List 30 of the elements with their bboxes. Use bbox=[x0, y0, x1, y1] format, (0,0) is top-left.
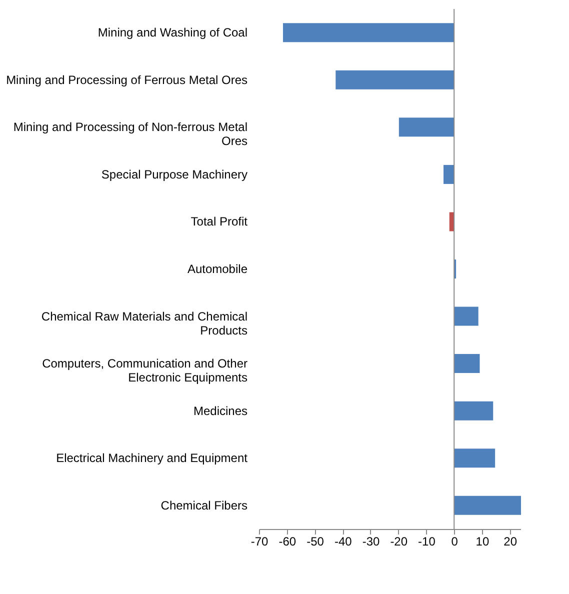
x-tick-label: 0 bbox=[451, 534, 458, 548]
bar bbox=[454, 354, 480, 374]
bar bbox=[444, 164, 454, 184]
bar bbox=[336, 70, 454, 90]
y-tick-label: Electrical Machinery and Equipment bbox=[56, 451, 248, 466]
y-tick-label: Medicines bbox=[193, 404, 248, 418]
y-tick-label: Mining and Processing of Ferrous Metal Ores bbox=[6, 72, 248, 87]
y-tick-label: Mining and Processing of Non-ferrous Metal Ores bbox=[13, 120, 248, 148]
bar bbox=[398, 118, 454, 137]
bar bbox=[454, 496, 521, 515]
y-tick-label: Total Profit bbox=[190, 214, 248, 229]
x-tick-label: -30 bbox=[362, 534, 380, 548]
x-tick-label: -40 bbox=[334, 534, 352, 548]
y-tick-label: Automobile bbox=[187, 262, 248, 276]
x-tick-label: -60 bbox=[278, 534, 296, 548]
y-tick-label: Special Purpose Machinery bbox=[101, 167, 248, 182]
x-tick-label: -10 bbox=[418, 534, 436, 548]
bar bbox=[282, 23, 454, 42]
y-tick-label: Computers, Communication and Other Electronic Equipments bbox=[42, 356, 248, 385]
x-tick-label: -50 bbox=[306, 534, 324, 548]
bar bbox=[454, 448, 496, 468]
y-tick-label: Mining and Washing of Coal bbox=[98, 26, 248, 40]
x-tick-label: 20 bbox=[504, 534, 518, 548]
y-tick-label: Chemical Fibers bbox=[160, 498, 248, 512]
bar bbox=[454, 306, 478, 326]
bar bbox=[454, 401, 494, 420]
y-tick-label: Chemical Raw Materials and Chemical Products bbox=[41, 309, 248, 338]
x-tick-label: 10 bbox=[476, 534, 490, 548]
x-tick-label: -20 bbox=[390, 534, 408, 548]
x-tick-label: -70 bbox=[250, 534, 268, 548]
